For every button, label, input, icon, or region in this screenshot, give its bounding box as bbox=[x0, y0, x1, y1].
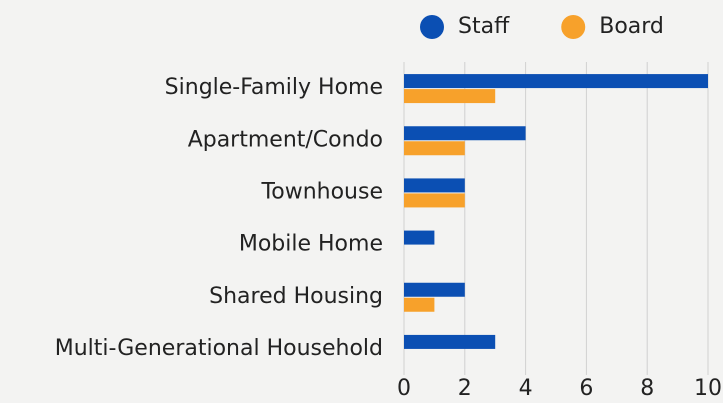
bar bbox=[404, 89, 496, 104]
x-tick-label: 4 bbox=[519, 376, 533, 401]
y-tick-label: Single-Family Home bbox=[165, 75, 383, 100]
legend-marker bbox=[561, 15, 586, 39]
legend-label: Staff bbox=[458, 14, 510, 39]
bar bbox=[404, 230, 435, 245]
bar bbox=[404, 178, 465, 193]
x-tick-label: 0 bbox=[397, 376, 411, 401]
y-tick-label: Mobile Home bbox=[239, 232, 383, 257]
bar bbox=[404, 282, 465, 297]
x-tick-label: 6 bbox=[579, 376, 593, 401]
bar bbox=[404, 297, 435, 312]
x-tick-label: 10 bbox=[694, 376, 722, 401]
y-tick-label: Townhouse bbox=[261, 179, 383, 204]
y-tick-label: Shared Housing bbox=[209, 284, 383, 309]
y-tick-label: Apartment/Condo bbox=[188, 127, 383, 152]
bar bbox=[404, 193, 465, 208]
y-tick-label: Multi-Generational Household bbox=[55, 336, 383, 361]
legend-marker bbox=[420, 15, 444, 39]
bar bbox=[404, 334, 496, 349]
bar bbox=[404, 126, 526, 141]
x-tick-label: 2 bbox=[458, 376, 472, 401]
legend-label: Board bbox=[599, 14, 664, 39]
bar bbox=[404, 74, 708, 89]
x-tick-label: 8 bbox=[640, 376, 654, 401]
bar bbox=[404, 141, 465, 156]
